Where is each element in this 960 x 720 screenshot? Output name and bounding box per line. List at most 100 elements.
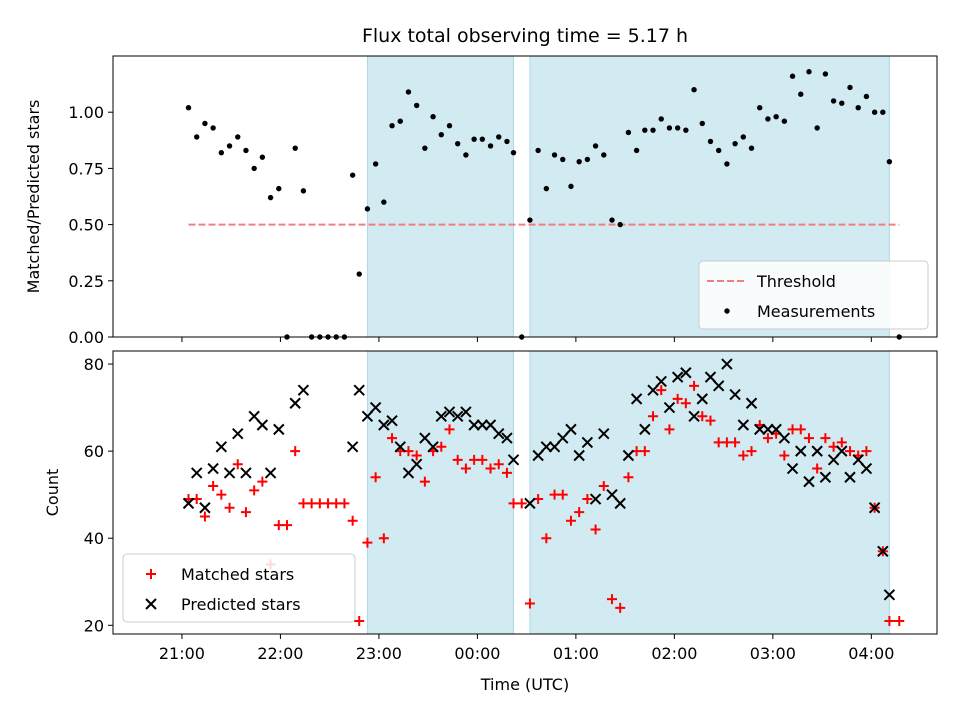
matched-stars-point: [836, 437, 847, 448]
measurements-point: [830, 98, 837, 104]
matched-stars-point: [501, 467, 512, 478]
predicted-stars-point: [647, 384, 659, 396]
predicted-stars-point: [819, 471, 832, 483]
measurements-point: [699, 120, 705, 127]
predicted-stars-point: [573, 449, 585, 462]
top-y-tick-label: 1.00: [68, 103, 104, 122]
measurements-point: [463, 152, 469, 158]
x-tick-label: 23:00: [356, 644, 402, 663]
measurements-point: [740, 134, 747, 140]
measurements-point: [871, 109, 878, 115]
predicted-stars-point: [704, 371, 717, 383]
matched-stars-point: [541, 533, 552, 544]
matched-stars-point: [216, 489, 227, 500]
matched-stars-point: [615, 602, 626, 613]
measurements-point: [847, 84, 853, 91]
measurements-point: [880, 109, 886, 115]
predicted-stars-point: [589, 493, 602, 505]
predicted-stars-point: [827, 454, 840, 466]
measurements-point: [413, 102, 420, 109]
measurements-point: [576, 158, 582, 165]
measurements-point: [210, 125, 216, 131]
matched-stars-point: [639, 446, 650, 457]
measurements-point: [487, 143, 494, 149]
matched-stars-point: [257, 476, 268, 487]
top-y-tick-label: 0.75: [68, 159, 104, 178]
measurements-point: [839, 100, 845, 106]
measurements-point: [251, 165, 257, 172]
matched-stars-point: [730, 437, 741, 448]
measurements-point: [855, 105, 861, 111]
measurements-point: [609, 217, 615, 223]
matched-stars-point: [436, 441, 447, 452]
measurements-point: [349, 172, 356, 178]
predicted-stars-point: [844, 471, 856, 483]
measurements-point: [405, 89, 412, 95]
matched-stars-point: [339, 498, 350, 509]
matched-stars-legend-marker: [146, 569, 156, 579]
matched-stars-point: [598, 480, 609, 491]
measurements-point: [356, 271, 362, 277]
measurements-point: [430, 113, 436, 120]
measurements-point: [276, 185, 282, 192]
matched-stars-point: [232, 459, 243, 470]
measurements-point: [633, 147, 640, 154]
measurements-point: [666, 125, 673, 131]
predicted-stars-point: [451, 410, 464, 423]
measurements-point: [446, 122, 453, 129]
bottom-panel: 20 40 60 80 21:00 22:00 23:00 00:00 01:00 02:00 03…: [43, 350, 938, 663]
predicted-stars-point: [614, 497, 626, 510]
predicted-stars-point: [745, 397, 758, 409]
measurements-point: [757, 105, 763, 111]
predicted-stars-point: [223, 467, 236, 479]
predicted-stars-point: [663, 401, 676, 414]
top-plot-area: [185, 69, 902, 340]
matched-stars-point: [746, 446, 757, 457]
matched-stars-point: [894, 615, 905, 626]
measurements-point: [504, 138, 510, 145]
predicted-stars-point: [273, 423, 285, 436]
bottom-shaded-interval: [529, 351, 890, 634]
measurements-point: [650, 127, 656, 133]
matched-stars-point: [884, 615, 895, 626]
matched-stars-point: [557, 489, 568, 500]
matched-stars-point: [812, 463, 823, 474]
measurements-point: [479, 136, 486, 142]
matched-stars-point: [411, 450, 422, 461]
matched-stars-point: [648, 411, 659, 422]
matched-stars-point: [387, 433, 398, 444]
predicted-stars-point: [598, 428, 610, 440]
matched-stars-point: [460, 463, 471, 474]
measurements-point: [724, 161, 730, 167]
measurements-point: [496, 134, 502, 140]
predicted-stars-point: [240, 467, 252, 479]
measurements-legend-label: Measurements: [757, 302, 875, 321]
matched-stars-point: [705, 415, 716, 426]
predicted-stars-point: [476, 419, 489, 431]
x-tick-label: 22:00: [257, 644, 303, 663]
predicted-stars-point: [297, 384, 310, 396]
matched-stars-point: [803, 433, 814, 444]
predicted-stars-point: [680, 367, 692, 379]
predicted-stars-point: [883, 589, 896, 601]
top-axes-frame: [112, 55, 938, 338]
measurements-point: [601, 152, 607, 158]
measurements-point: [814, 125, 820, 131]
predicted-stars-point: [877, 545, 889, 557]
measurements-point: [300, 188, 307, 194]
predicted-stars-point: [688, 410, 700, 423]
matched-stars-point: [524, 598, 535, 609]
predicted-stars-legend-label: Predicted stars: [181, 595, 301, 614]
matched-stars-point: [820, 433, 831, 444]
top-legend: Threshold Measurements: [698, 260, 929, 330]
bottom-y-axis-label: Count: [43, 469, 62, 517]
measurements-point: [625, 129, 632, 136]
measurements-point: [822, 71, 829, 77]
matched-stars-point: [664, 424, 675, 435]
x-tick-label: 21:00: [159, 644, 205, 663]
x-tick-label: 03:00: [750, 644, 796, 663]
matched-stars-point: [208, 480, 219, 491]
matched-stars-point: [290, 446, 301, 457]
measurements-point: [389, 122, 395, 129]
top-y-tick-label: 0.00: [68, 328, 104, 347]
